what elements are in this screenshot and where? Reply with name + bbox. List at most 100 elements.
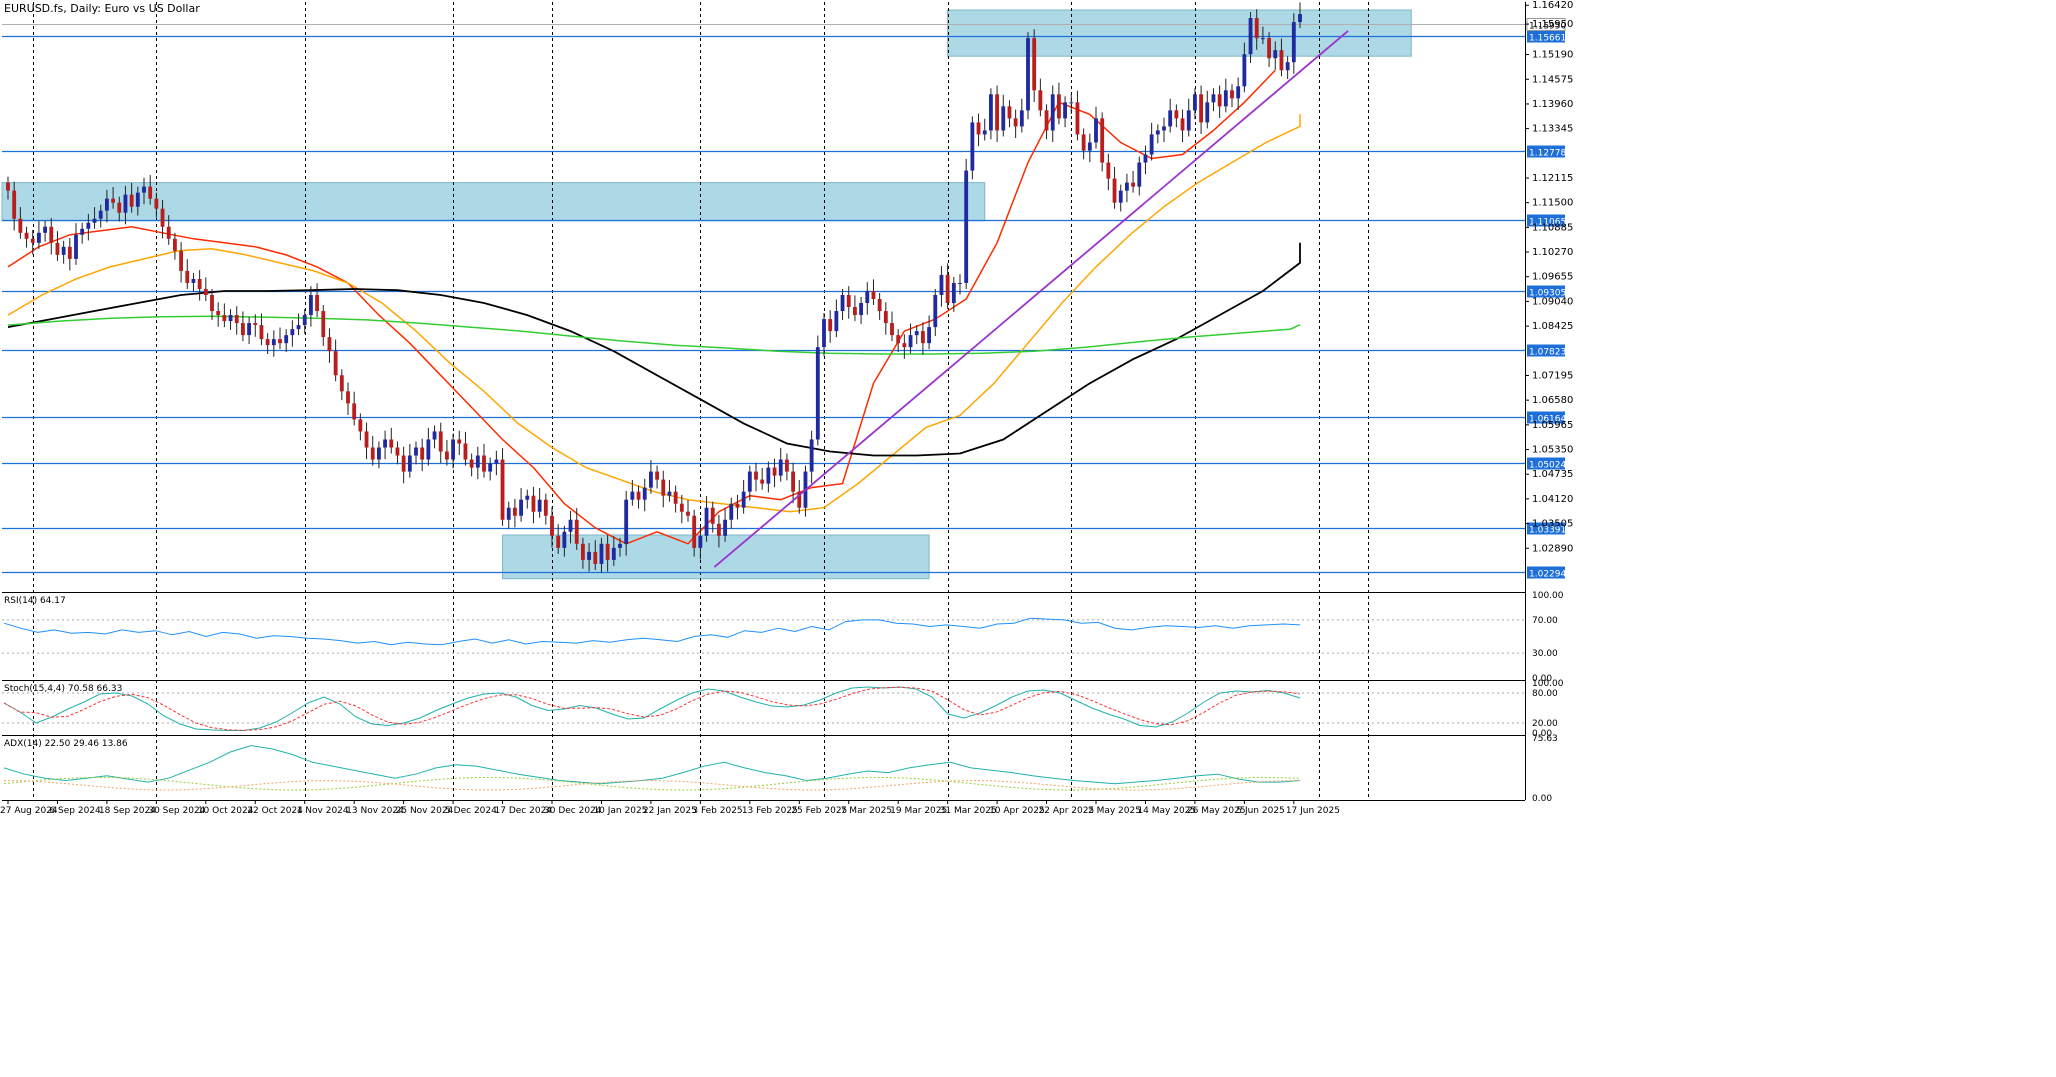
candle-body: [908, 335, 913, 348]
candle-body: [1199, 94, 1204, 123]
candle-body: [364, 431, 369, 448]
rsi-level-label: 0.00: [1532, 674, 1552, 684]
candle-body: [556, 535, 561, 548]
candle-body: [735, 503, 740, 508]
trendline-segment: [713, 30, 1349, 568]
candle-body: [1106, 162, 1111, 179]
level-tag: [1527, 457, 1565, 470]
candle-body: [1131, 182, 1136, 187]
stoch-line: [3, 686, 1301, 731]
adx-line: [3, 745, 1301, 785]
candle-body: [191, 278, 196, 283]
candle-body: [1223, 90, 1228, 107]
price-tick-label: 1.07195: [1532, 370, 1573, 381]
candle-body: [815, 347, 820, 440]
candle-body: [148, 186, 153, 199]
price-tick-label: 1.05965: [1532, 420, 1573, 431]
candle-body: [1044, 110, 1049, 131]
candle-body: [389, 439, 394, 448]
candle-body: [1050, 94, 1055, 131]
candle-body: [655, 471, 660, 480]
candle-body: [809, 439, 814, 472]
candle-body: [308, 294, 313, 316]
candle-body: [1155, 130, 1160, 135]
candle-body: [1001, 106, 1006, 131]
level-tag: [1527, 285, 1565, 298]
candle-body: [1112, 178, 1117, 203]
price-candles: [6, 2, 1302, 573]
candle-body: [216, 311, 221, 316]
candle-body: [531, 495, 536, 512]
candle-body: [1013, 118, 1018, 127]
candle-body: [222, 315, 227, 322]
candle-body: [482, 455, 486, 472]
candle-body: [1100, 118, 1105, 163]
stoch-line: [3, 686, 1301, 731]
candle-body: [24, 232, 29, 239]
stoch-level-label: 100.00: [1532, 679, 1564, 689]
candle-body: [494, 459, 499, 464]
trendline[interactable]: [713, 30, 1349, 568]
level-label: 1.11065: [1529, 218, 1566, 228]
candle-body: [333, 351, 338, 376]
candle-body: [686, 511, 690, 516]
adx-line: [3, 780, 1301, 791]
candle-body: [234, 315, 239, 324]
candle-body: [636, 491, 641, 500]
candle-body: [432, 431, 437, 440]
stoch-level-label: 20.00: [1532, 719, 1558, 729]
candle-body: [883, 311, 888, 324]
time-tick-label: 7 Mar 2025: [841, 806, 892, 816]
adx-level-label: 75.63: [1532, 734, 1558, 744]
horizontal-levels[interactable]: 1.15661 1.12778 1.11065 1.09305 1.07823 1.061…: [2, 18, 1566, 580]
price-tick-label: 1.02890: [1532, 543, 1573, 554]
zone-rect: [947, 9, 1412, 57]
candle-body: [1291, 22, 1296, 63]
candle-body: [642, 487, 647, 500]
time-tick-label: 13 Feb 2025: [742, 806, 798, 816]
candle-body: [346, 391, 350, 404]
candle-body: [1254, 18, 1259, 39]
candle-body: [172, 238, 177, 251]
candle-body: [352, 403, 357, 420]
time-tick-label: 27 Aug 2024: [0, 806, 58, 816]
candle-body: [1075, 102, 1080, 135]
candle-body: [729, 503, 734, 520]
rsi-level-label: 30.00: [1532, 649, 1558, 659]
time-tick-label: 31 Mar 2025: [940, 806, 997, 816]
candle-body: [791, 471, 796, 492]
candle-body: [1032, 38, 1037, 91]
candle-body: [265, 339, 270, 346]
candle-body: [648, 471, 653, 488]
candle-body: [766, 467, 771, 484]
candle-body: [135, 192, 140, 207]
candle-body: [86, 222, 91, 229]
candle-body: [871, 290, 876, 300]
candle-body: [778, 459, 783, 476]
candle-body: [6, 182, 10, 191]
candle-body: [512, 507, 517, 516]
candle-body: [1149, 134, 1154, 155]
time-tick-label: 30 Sep 2024: [148, 806, 205, 816]
level-tag: [1527, 411, 1565, 424]
time-tick-label: 22 Oct 2024: [247, 806, 303, 816]
price-tick-label: 1.06580: [1532, 395, 1573, 406]
candle-body: [747, 471, 752, 492]
candle-body: [142, 186, 146, 193]
candle-body: [451, 439, 456, 460]
stoch-level-label: 80.00: [1532, 689, 1558, 699]
time-tick-label: 26 May 2025: [1187, 806, 1246, 816]
level-tag: [1527, 344, 1565, 357]
candle-body: [475, 455, 480, 468]
candle-body: [630, 491, 635, 500]
candle-body: [1260, 38, 1265, 40]
level-tag: [1527, 145, 1565, 158]
rsi-label: RSI(14) 64.17: [4, 596, 66, 606]
candle-body: [370, 447, 375, 460]
candle-body: [1007, 106, 1012, 119]
candle-body: [1205, 102, 1210, 123]
